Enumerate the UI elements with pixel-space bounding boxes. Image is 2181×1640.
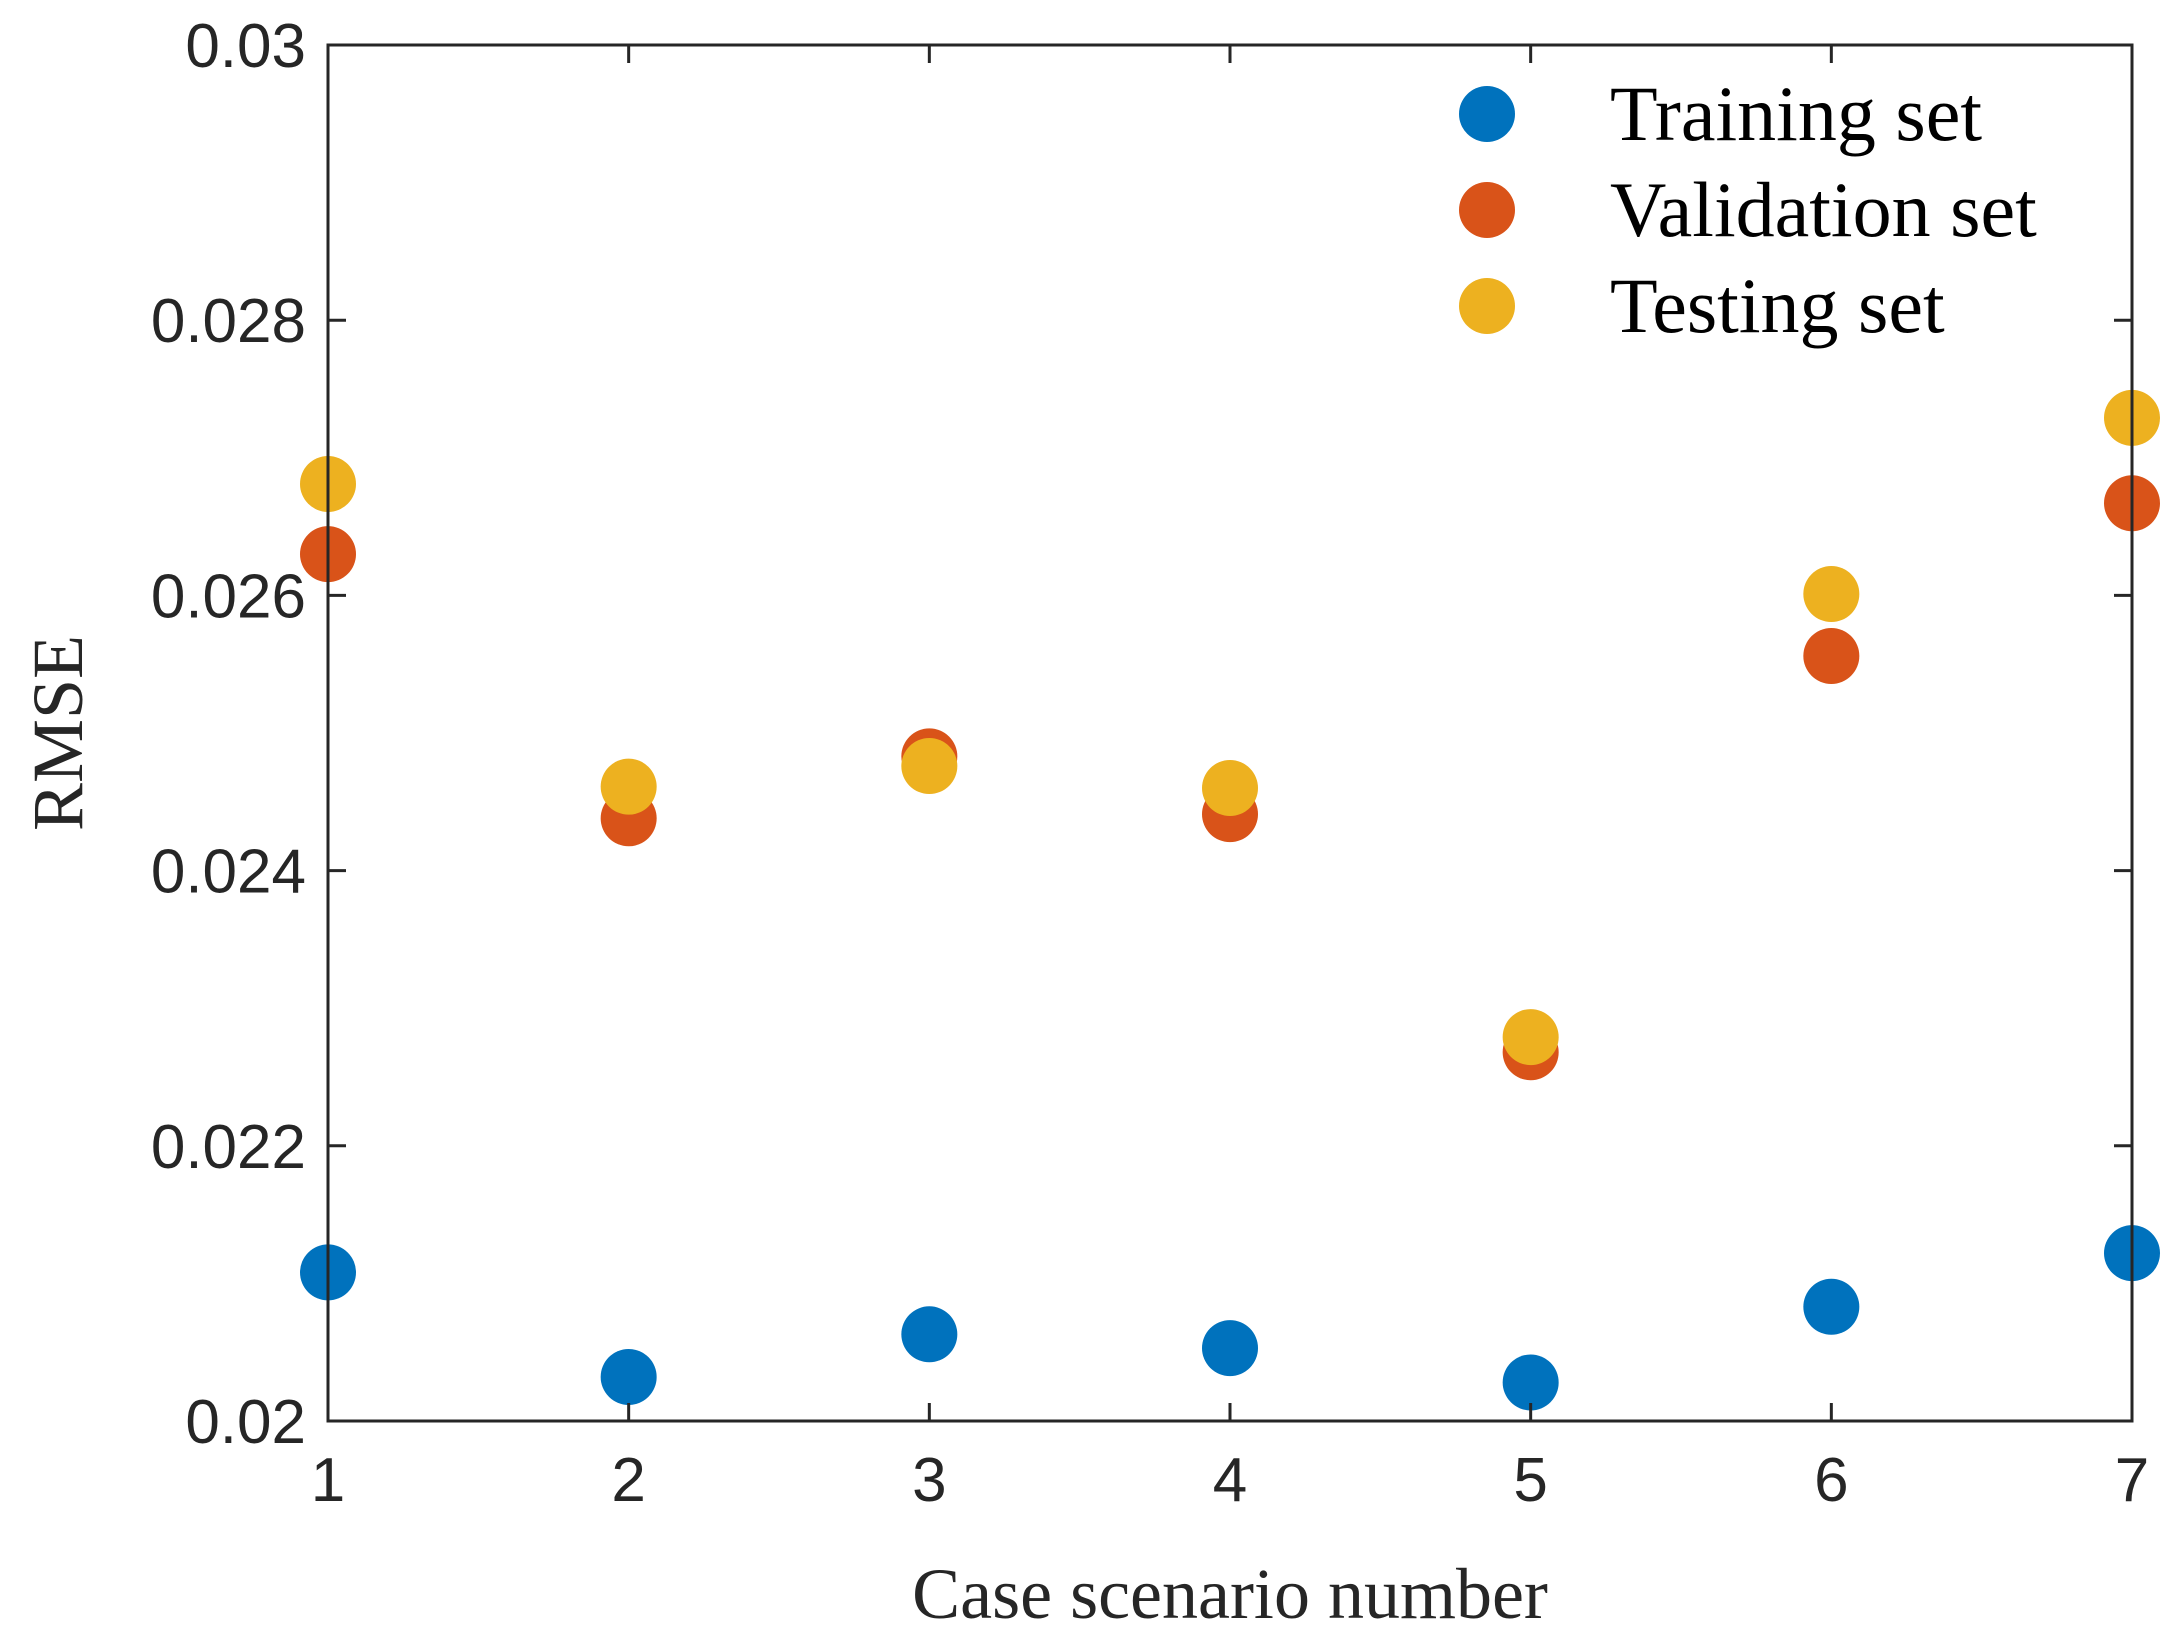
legend-label-testing-set: Testing set [1610,262,1945,349]
y-tick-label-0.026: 0.026 [151,562,306,631]
legend-label-validation-set: Validation set [1610,166,2037,253]
x-tick-label-1: 1 [311,1446,345,1515]
x-tick-label-5: 5 [1513,1446,1547,1515]
plot-area [328,45,2132,1421]
legend-marker-validation-set [1459,182,1515,238]
y-tick-label-0.03: 0.03 [185,12,306,81]
y-axis-title: RMSE [18,635,98,831]
legend-marker-training-set [1459,86,1515,142]
legend-marker-testing-set [1459,278,1515,334]
marker-testing-set-2 [600,758,657,815]
y-tick-label-0.028: 0.028 [151,287,306,356]
data-markers [300,389,2160,1411]
marker-training-set-3 [901,1306,958,1363]
legend-label-training-set: Training set [1610,70,1982,157]
marker-testing-set-4 [1202,760,1258,817]
x-tick-label-3: 3 [912,1446,946,1515]
marker-training-set-4 [1202,1320,1258,1377]
x-tick-label-7: 7 [2115,1446,2149,1515]
y-tick-label-0.024: 0.024 [151,838,306,907]
marker-testing-set-6 [1803,566,1860,623]
marker-training-set-6 [1803,1278,1860,1335]
x-tick-label-6: 6 [1814,1446,1848,1515]
legend: Training set Validation set Testing set [1459,70,2037,349]
plot-background [328,45,2132,1421]
marker-training-set-2 [600,1348,657,1405]
axes: 1 2 3 4 5 6 7 0.02 0.022 0.024 0.026 0.028 0.03 Case … [18,12,2149,1634]
y-tick-label-0.02: 0.02 [185,1388,306,1457]
marker-testing-set-3 [901,738,958,795]
x-axis-title: Case scenario number [912,1554,1548,1634]
x-tick-label-4: 4 [1213,1446,1247,1515]
marker-training-set-5 [1502,1354,1559,1411]
x-tick-label-2: 2 [611,1446,645,1515]
y-tick-label-0.022: 0.022 [151,1113,306,1182]
marker-testing-set-5 [1502,1009,1559,1066]
marker-validation-set-6 [1803,627,1860,684]
